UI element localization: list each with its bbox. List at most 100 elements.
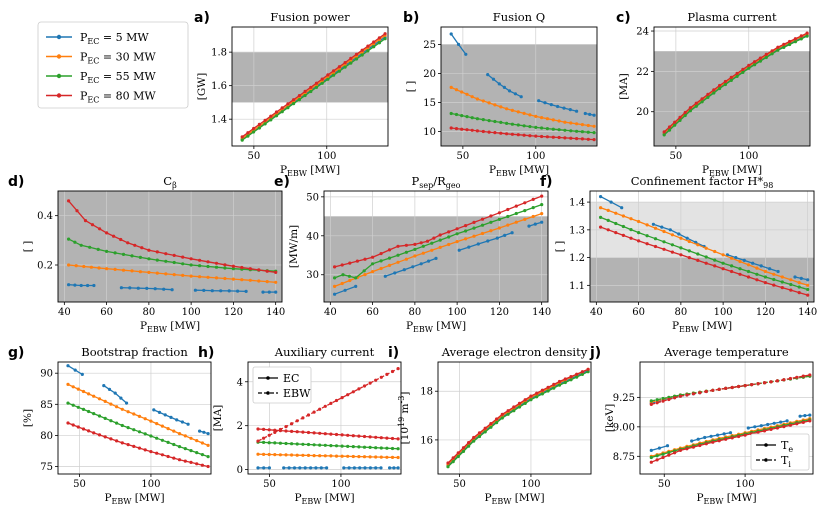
y-tick-label: 2 [237, 421, 243, 432]
data-point [489, 229, 493, 233]
data-point [155, 422, 159, 426]
data-point [464, 229, 468, 233]
y-tick-label: 9.00 [613, 422, 635, 433]
data-point [782, 45, 786, 50]
data-point [157, 410, 162, 414]
x-tick-label: 140 [266, 307, 285, 318]
data-point [737, 384, 741, 389]
y-tick-label: 9.25 [613, 393, 635, 404]
data-point [257, 268, 261, 272]
data-point [447, 230, 451, 234]
data-point [785, 419, 789, 423]
data-point [782, 425, 786, 429]
data-point [172, 260, 176, 265]
data-point [379, 375, 383, 379]
x-tick-label: 120 [224, 307, 243, 318]
data-point [747, 66, 751, 70]
data-point [318, 407, 322, 411]
data-point [377, 41, 381, 45]
data-point [175, 418, 179, 422]
data-point [512, 405, 516, 409]
data-point [704, 442, 708, 446]
data-point [164, 259, 168, 263]
data-point [119, 396, 123, 400]
data-point [342, 466, 346, 470]
data-point [808, 419, 812, 423]
data-point [92, 394, 96, 398]
legend-marker [56, 54, 62, 59]
data-point [160, 424, 164, 428]
data-point [438, 238, 442, 242]
data-point [240, 278, 244, 282]
data-point [206, 260, 210, 264]
data-point [500, 412, 504, 416]
y-axis-label: [GW] [196, 73, 208, 100]
data-point [109, 419, 113, 423]
data-point [430, 241, 434, 245]
data-point [318, 431, 322, 435]
data-point [519, 95, 523, 99]
panel-label: e) [274, 174, 290, 190]
data-point [301, 442, 305, 446]
data-point [673, 120, 677, 124]
data-point [516, 110, 520, 114]
data-point [306, 430, 311, 435]
panel-title: Auxiliary current [274, 345, 375, 359]
data-point [372, 40, 376, 44]
data-point [379, 455, 383, 459]
data-point [83, 219, 88, 223]
x-tick-label: 100 [141, 479, 160, 490]
data-point [363, 273, 367, 277]
data-point [145, 286, 149, 290]
y-axis-label: [ ] [554, 241, 566, 253]
x-axis-label: PEBW [MW] [140, 320, 200, 334]
data-point [683, 110, 687, 115]
x-tick-label: 50 [248, 151, 261, 162]
data-point [214, 261, 219, 265]
data-point [687, 256, 691, 260]
data-point [758, 59, 763, 63]
data-point [487, 119, 491, 123]
series-line [651, 374, 810, 406]
data-point [499, 105, 503, 109]
data-point [337, 65, 341, 69]
data-point [510, 122, 514, 126]
data-point [372, 45, 376, 49]
data-point [780, 286, 784, 290]
data-point [411, 265, 415, 269]
data-point [662, 247, 666, 251]
data-point [551, 135, 555, 139]
data-point [97, 433, 102, 437]
data-point [262, 427, 266, 431]
data-point [480, 231, 485, 236]
data-point [206, 275, 210, 279]
data-point [614, 211, 618, 215]
data-point [351, 445, 355, 449]
data-point [115, 421, 119, 425]
data-point [273, 441, 277, 445]
data-point [137, 446, 142, 450]
data-point [721, 261, 725, 265]
data-point [569, 129, 573, 133]
data-point [475, 97, 479, 101]
data-point [155, 258, 159, 262]
y-tick-label: 15 [423, 98, 436, 109]
data-point [698, 443, 702, 448]
data-point [449, 32, 453, 36]
data-point [371, 270, 375, 274]
data-point [540, 392, 545, 396]
data-point [698, 391, 702, 395]
series-line [447, 371, 589, 468]
data-point [306, 453, 311, 457]
y-tick-label: 1.4 [569, 198, 585, 209]
data-point [97, 397, 102, 401]
data-point [614, 231, 618, 235]
panel-label: a) [194, 10, 210, 26]
data-point [282, 466, 286, 470]
data-point [497, 226, 501, 230]
data-point [753, 60, 757, 64]
data-point [219, 289, 223, 293]
panel-i: 50 100 16 18 Average electron density i) PEBW … [388, 345, 592, 506]
data-point [495, 417, 499, 421]
y-tick-label: 1.3 [569, 225, 585, 236]
